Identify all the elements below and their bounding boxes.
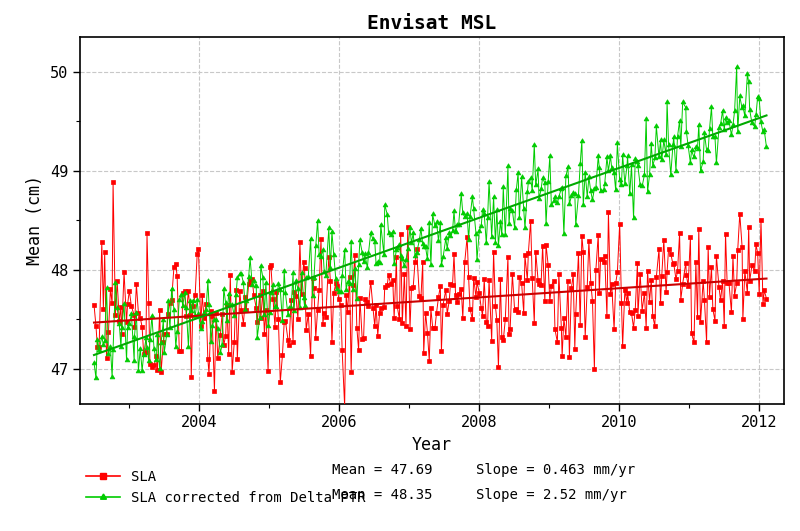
Text: Mean = 48.35: Mean = 48.35 xyxy=(332,488,433,502)
Title: Envisat MSL: Envisat MSL xyxy=(367,14,497,33)
Y-axis label: Mean (cm): Mean (cm) xyxy=(26,175,44,266)
Text: Slope = 0.463 mm/yr: Slope = 0.463 mm/yr xyxy=(476,463,635,477)
X-axis label: Year: Year xyxy=(412,436,452,454)
Text: Slope = 2.52 mm/yr: Slope = 2.52 mm/yr xyxy=(476,488,626,502)
Legend: SLA, SLA corrected from Delta PTR: SLA, SLA corrected from Delta PTR xyxy=(80,464,371,510)
Text: Mean = 47.69: Mean = 47.69 xyxy=(332,463,433,477)
